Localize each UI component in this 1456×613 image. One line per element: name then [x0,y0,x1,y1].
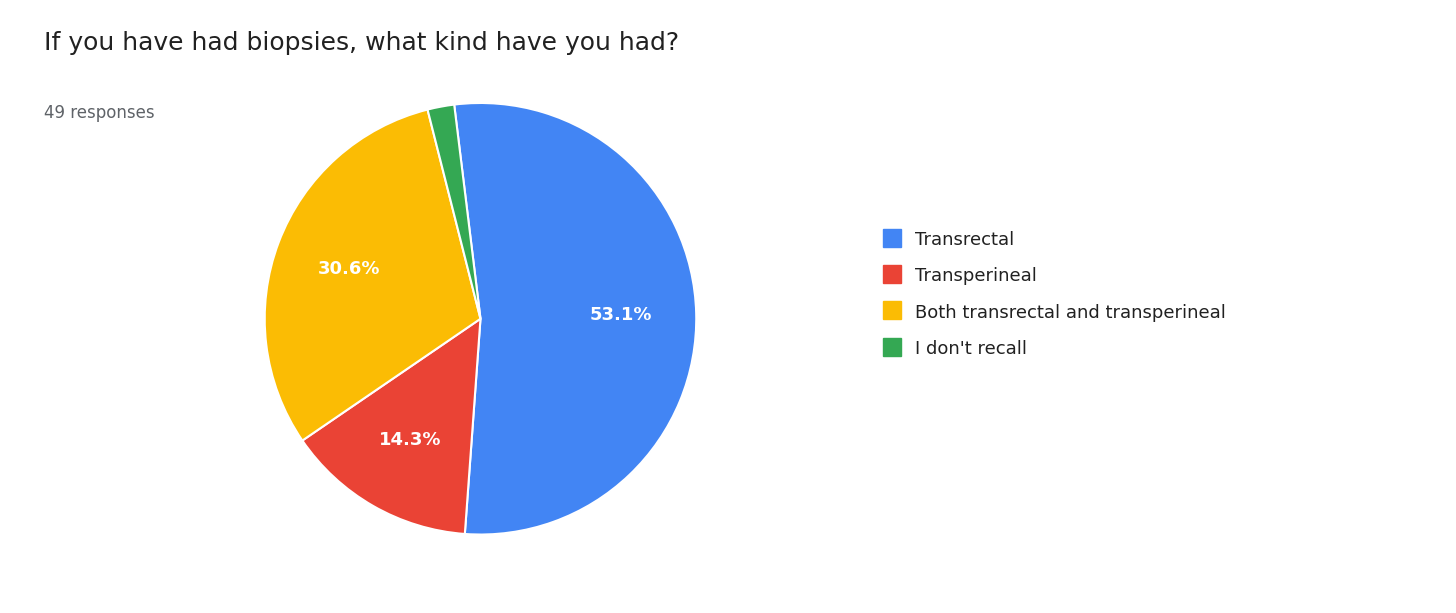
Wedge shape [303,319,480,534]
Legend: Transrectal, Transperineal, Both transrectal and transperineal, I don't recall: Transrectal, Transperineal, Both transre… [882,230,1226,358]
Text: 53.1%: 53.1% [590,306,652,324]
Text: 49 responses: 49 responses [44,104,154,122]
Text: 14.3%: 14.3% [380,432,441,449]
Wedge shape [428,105,480,319]
Wedge shape [265,110,480,441]
Text: If you have had biopsies, what kind have you had?: If you have had biopsies, what kind have… [44,31,678,55]
Text: 30.6%: 30.6% [317,260,380,278]
Wedge shape [454,103,696,535]
